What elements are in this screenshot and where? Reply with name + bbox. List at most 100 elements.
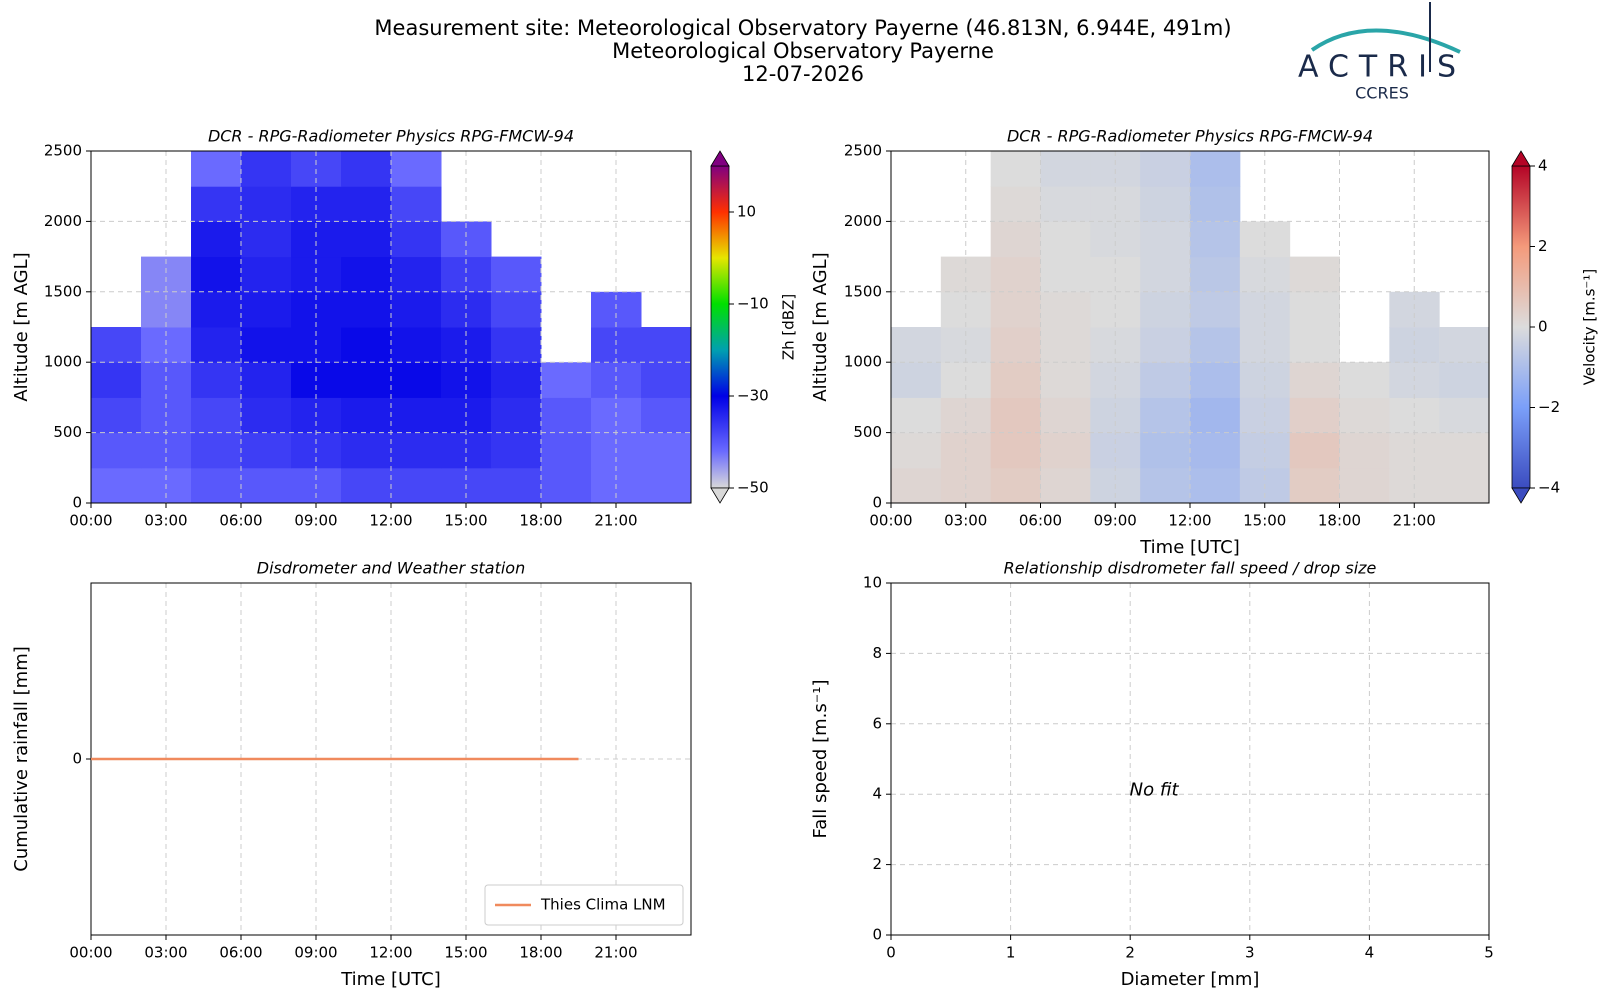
heatmap-cell [990, 151, 1041, 187]
heatmap-cell [191, 397, 242, 434]
heatmap-cell [1190, 432, 1241, 469]
x-tick-label: 06:00 [219, 944, 262, 962]
heatmap-cell [1339, 467, 1390, 504]
heatmap-cell [491, 362, 542, 398]
heatmap-cell [641, 432, 692, 469]
heatmap-cell [1140, 467, 1191, 504]
heatmap-cell [491, 432, 542, 469]
subplot-title: Relationship disdrometer fall speed / dr… [1004, 559, 1377, 578]
heatmap-cell [990, 432, 1041, 469]
heatmap-cell [641, 467, 692, 504]
heatmap-cell [1140, 432, 1191, 469]
annotation: No fit [1130, 780, 1180, 801]
heatmap-cell [891, 397, 942, 434]
x-tick-label: 18:00 [519, 944, 562, 962]
heatmap-cell [191, 432, 242, 469]
heatmap-cell [1190, 362, 1241, 398]
heatmap-cell [241, 151, 292, 187]
y-tick-label: 500 [853, 423, 882, 441]
colorbar [1511, 165, 1531, 489]
colorbar-tick-label: −50 [737, 479, 769, 497]
heatmap-cell [1140, 221, 1191, 258]
page-date: 12-07-2026 [742, 62, 864, 86]
heatmap-cell [641, 327, 692, 363]
colorbar-extend-top [1511, 150, 1531, 167]
x-tick-label: 21:00 [594, 944, 637, 962]
heatmap-cell [1140, 151, 1191, 187]
heatmap-cell [341, 221, 392, 258]
heatmap-cell [341, 432, 392, 469]
heatmap-cell [1339, 397, 1390, 434]
heatmap-cell [491, 256, 542, 293]
heatmap-cell [391, 256, 442, 293]
heatmap-cell [1140, 397, 1191, 434]
heatmap-cell [1439, 362, 1490, 398]
x-tick-label: 2 [1125, 944, 1135, 962]
x-tick-label: 03:00 [144, 512, 187, 530]
heatmap-cell [341, 362, 392, 398]
page-title: Measurement site: Meteorological Observa… [374, 16, 1231, 40]
y-tick-label: 2 [872, 855, 882, 873]
heatmap-cell [391, 362, 442, 398]
legend-box [484, 884, 684, 926]
heatmap-cell [241, 362, 292, 398]
heatmap-cell [1439, 397, 1490, 434]
heatmap-cell [541, 432, 592, 469]
heatmap-cell [391, 291, 442, 328]
y-axis-label: Altitude [m AGL] [810, 252, 831, 401]
heatmap-cell [1190, 221, 1241, 258]
heatmap-cell [341, 467, 392, 504]
x-tick-label: 15:00 [444, 512, 487, 530]
x-axis-label: Diameter [mm] [1121, 969, 1260, 990]
heatmap-cell [990, 327, 1041, 363]
y-axis-label: Altitude [m AGL] [11, 252, 32, 401]
x-tick-label: 09:00 [1094, 512, 1137, 530]
heatmap-cell [391, 397, 442, 434]
heatmap-cell [891, 467, 942, 504]
x-tick-label: 1 [1006, 944, 1016, 962]
heatmap-cell [1439, 467, 1490, 504]
heatmap-cell [391, 221, 442, 258]
y-tick-label: 1500 [844, 282, 882, 300]
logo-arc [1310, 28, 1461, 54]
x-tick-label: 18:00 [519, 512, 562, 530]
logo-subtitle: CCRES [1355, 84, 1409, 103]
heatmap-cell [1190, 256, 1241, 293]
heatmap-cell [241, 291, 292, 328]
heatmap-cell [891, 327, 942, 363]
heatmap-cell [241, 432, 292, 469]
heatmap-cell [1040, 362, 1091, 398]
heatmap-cell [1140, 327, 1191, 363]
heatmap-cell [491, 467, 542, 504]
subplot-title: Disdrometer and Weather station [257, 559, 525, 578]
colorbar-extend-bottom [1511, 487, 1531, 504]
heatmap-cell [641, 362, 692, 398]
colorbar-tick-label: −30 [737, 387, 769, 405]
logo: ACTRIS CCRES [1298, 2, 1466, 103]
y-tick-label: 0 [872, 494, 882, 512]
heatmap-cell [1140, 291, 1191, 328]
heatmap-cell [990, 221, 1041, 258]
subplot: DCR - RPG-Radiometer Physics RPG-FMCW-94… [11, 127, 798, 530]
heatmap-cell [491, 291, 542, 328]
heatmap-cell [241, 186, 292, 222]
heatmap-cell [391, 467, 442, 504]
heatmap-cell [191, 221, 242, 258]
x-tick-label: 03:00 [144, 944, 187, 962]
subplot: Disdrometer and Weather station 00:00 03:0… [11, 559, 692, 990]
heatmap-cell [341, 327, 392, 363]
y-tick-label: 0 [872, 926, 882, 944]
logo-name: ACTRIS [1298, 50, 1466, 85]
y-tick-label: 2500 [844, 142, 882, 160]
heatmap-cell [1190, 327, 1241, 363]
heatmap-cell [1339, 432, 1390, 469]
colorbar-tick-label: −4 [1538, 479, 1560, 497]
colorbar-tick-label: 2 [1538, 237, 1548, 255]
heatmap-cell [1040, 186, 1091, 222]
x-tick-label: 00:00 [869, 512, 912, 530]
heatmap-cell [1439, 432, 1490, 469]
x-tick-label: 15:00 [444, 944, 487, 962]
heatmap-cell [1040, 256, 1091, 293]
y-tick-label: 1000 [844, 353, 882, 371]
legend-label: Thies Clima LNM [540, 896, 666, 914]
